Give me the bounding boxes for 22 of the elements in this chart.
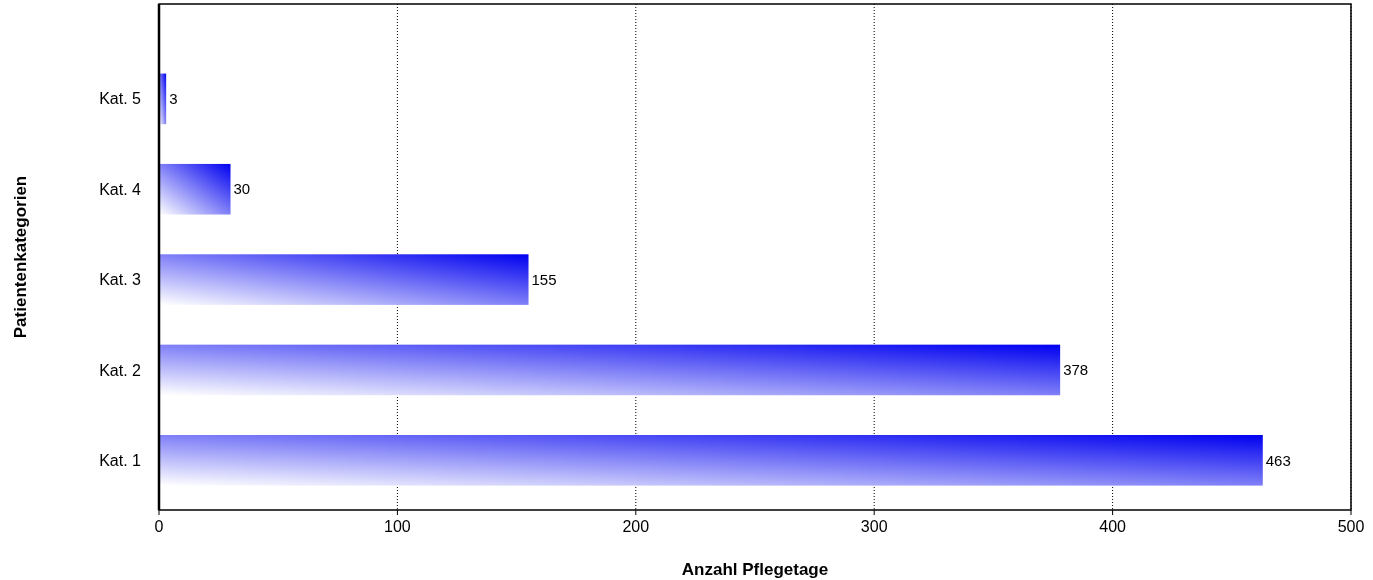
x-tick-label: 100 bbox=[384, 518, 411, 535]
y-tick-label: Kat. 5 bbox=[99, 90, 142, 108]
bar bbox=[159, 344, 1061, 396]
y-axis-title: Patientenkategorien bbox=[11, 175, 30, 339]
data-label: 155 bbox=[531, 270, 557, 288]
bar bbox=[159, 163, 231, 215]
x-tick-label: 400 bbox=[1099, 518, 1127, 535]
x-axis-title: Anzahl Pflegetage bbox=[681, 560, 829, 579]
x-tick-label: 500 bbox=[1337, 518, 1365, 535]
y-tick-label: Kat. 3 bbox=[99, 271, 142, 289]
bar bbox=[159, 435, 1263, 486]
x-tick-label: 0 bbox=[154, 518, 164, 535]
x-tick-label: 200 bbox=[622, 518, 650, 535]
y-tick-label: Kat. 2 bbox=[99, 361, 142, 379]
y-tick-label: Kat. 4 bbox=[99, 180, 142, 198]
data-label: 30 bbox=[233, 180, 251, 198]
x-tick-label: 300 bbox=[860, 518, 888, 535]
data-label: 378 bbox=[1063, 361, 1089, 379]
data-label: 463 bbox=[1265, 451, 1291, 469]
data-label: 3 bbox=[169, 90, 178, 108]
y-tick-label: Kat. 1 bbox=[99, 451, 142, 469]
bar bbox=[159, 254, 529, 305]
